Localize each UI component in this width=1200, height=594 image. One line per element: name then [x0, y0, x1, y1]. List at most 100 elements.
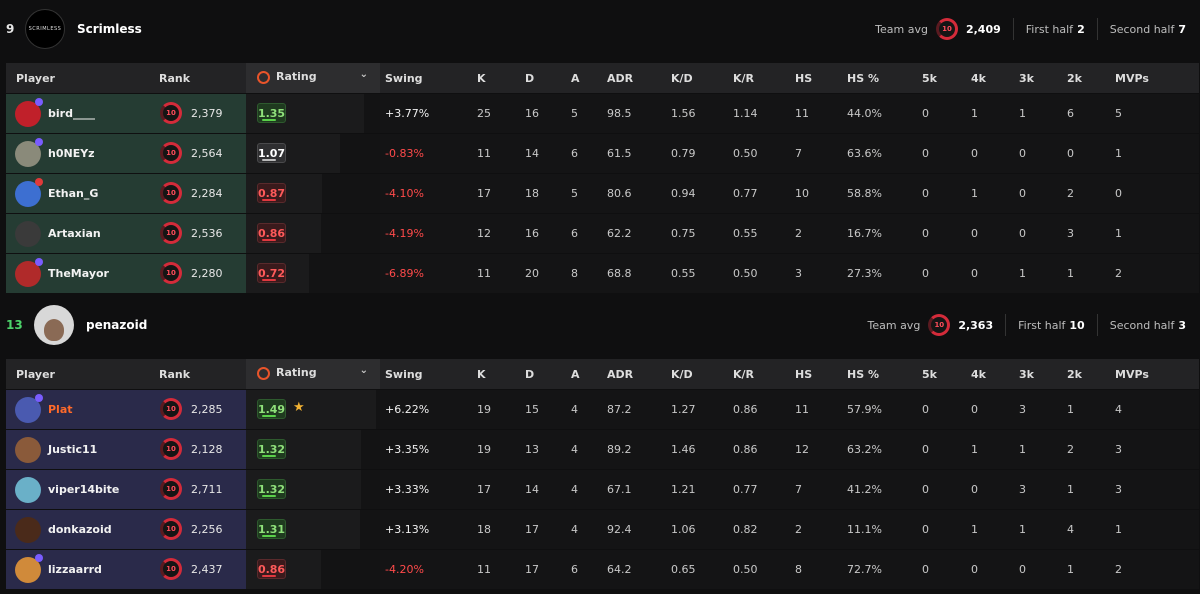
table-row[interactable]: h0NEYz 10 2,564 1.07 -0.83% 11 14 6 61.5 0.79 0.50… [6, 133, 1199, 173]
col-rank[interactable]: Rank [159, 368, 191, 381]
stat-kd: 1.06 [671, 523, 696, 536]
stat-swing: -0.83% [385, 147, 424, 160]
player-name[interactable]: h0NEYz [48, 147, 95, 160]
col-k3[interactable]: 3k [1019, 368, 1034, 381]
team-name[interactable]: penazoid [86, 318, 148, 332]
col-kr[interactable]: K/R [733, 368, 755, 381]
second-half-label: Second half [1109, 318, 1175, 332]
table-row[interactable]: Justic11 10 2,128 1.32 +3.35% 19 13 4 89.2 1.46 0.… [6, 429, 1199, 469]
col-k4[interactable]: 4k [971, 72, 986, 85]
stat-k2: 2 [1067, 443, 1074, 456]
table-row[interactable]: Ethan_G 10 2,284 0.87 -4.10% 17 18 5 80.6 0.94 0.7… [6, 173, 1199, 213]
player-name[interactable]: Artaxian [48, 227, 101, 240]
status-dot-icon [35, 178, 43, 186]
player-cell[interactable]: h0NEYz 10 2,564 [6, 134, 246, 173]
stat-k5: 0 [922, 147, 929, 160]
stat-k: 17 [477, 483, 491, 496]
col-d[interactable]: D [525, 368, 535, 381]
col-a[interactable]: A [571, 72, 580, 85]
col-a[interactable]: A [571, 368, 580, 381]
col-rating-sort[interactable]: Rating ⌄ [246, 359, 380, 389]
rating-underline [262, 535, 276, 537]
col-kd[interactable]: K/D [671, 72, 693, 85]
stat-k5: 0 [922, 483, 929, 496]
player-name[interactable]: bird____ [48, 107, 95, 120]
team-name[interactable]: Scrimless [77, 22, 142, 36]
col-hs-pct[interactable]: HS % [847, 368, 879, 381]
col-d[interactable]: D [525, 72, 535, 85]
table-row[interactable]: lizzaarrd 10 2,437 0.86 -4.20% 11 17 6 64.2 0.65 0… [6, 549, 1199, 589]
col-hs-pct[interactable]: HS % [847, 72, 879, 85]
stat-k2: 4 [1067, 523, 1074, 536]
stat-hs: 2 [795, 523, 802, 536]
avatar[interactable] [15, 221, 41, 247]
player-cell[interactable]: lizzaarrd 10 2,437 [6, 550, 246, 589]
stat-k4: 1 [971, 107, 978, 120]
col-mvps[interactable]: MVPs [1115, 368, 1149, 381]
col-k2[interactable]: 2k [1067, 72, 1082, 85]
col-player[interactable]: Player [16, 72, 55, 85]
player-cell[interactable]: Plat 10 2,285 [6, 390, 246, 429]
col-swing[interactable]: Swing [385, 72, 423, 85]
avatar[interactable] [15, 517, 41, 543]
stat-mvps: 2 [1115, 267, 1122, 280]
player-cell[interactable]: Artaxian 10 2,536 [6, 214, 246, 253]
player-cell[interactable]: Justic11 10 2,128 [6, 430, 246, 469]
col-player[interactable]: Player [16, 368, 55, 381]
table-row[interactable]: Plat 10 2,285 1.49 ★ +6.22% 19 15 4 87.2 1.27 0.86 1… [6, 389, 1199, 429]
player-name[interactable]: donkazoid [48, 523, 112, 536]
col-k3[interactable]: 3k [1019, 72, 1034, 85]
col-rating-sort[interactable]: Rating ⌄ [246, 63, 380, 93]
table-row[interactable]: TheMayor 10 2,280 0.72 -6.89% 11 20 8 68.8 0.55 0.… [6, 253, 1199, 293]
col-kr[interactable]: K/R [733, 72, 755, 85]
col-swing[interactable]: Swing [385, 368, 423, 381]
table-row[interactable]: Artaxian 10 2,536 0.86 -4.19% 12 16 6 62.2 0.75 0.… [6, 213, 1199, 253]
stat-hs: 2 [795, 227, 802, 240]
table-row[interactable]: donkazoid 10 2,256 1.31 +3.13% 18 17 4 92.4 1.06 0… [6, 509, 1199, 549]
player-cell[interactable]: TheMayor 10 2,280 [6, 254, 246, 293]
col-k[interactable]: K [477, 72, 486, 85]
avatar[interactable] [15, 437, 41, 463]
col-k[interactable]: K [477, 368, 486, 381]
avatar[interactable] [15, 477, 41, 503]
stat-kr: 0.77 [733, 187, 758, 200]
stat-kr: 0.55 [733, 227, 758, 240]
col-k2[interactable]: 2k [1067, 368, 1082, 381]
rank-badge-icon: 10 [160, 222, 182, 244]
col-mvps[interactable]: MVPs [1115, 72, 1149, 85]
stats-cell [380, 134, 1199, 173]
player-cell[interactable]: bird____ 10 2,379 [6, 94, 246, 133]
player-name[interactable]: Justic11 [48, 443, 98, 456]
star-icon: ★ [293, 400, 305, 415]
team-logo[interactable] [34, 305, 74, 345]
player-name[interactable]: TheMayor [48, 267, 109, 280]
rank-badge-icon: 10 [160, 102, 182, 124]
col-hs[interactable]: HS [795, 72, 813, 85]
rank-badge-icon: 10 [160, 398, 182, 420]
table-row[interactable]: bird____ 10 2,379 1.35 +3.77% 25 16 5 98.5 1.56 1.… [6, 93, 1199, 133]
player-cell[interactable]: Ethan_G 10 2,284 [6, 174, 246, 213]
col-adr[interactable]: ADR [607, 72, 634, 85]
team-logo[interactable]: SCRIMLESS [25, 9, 65, 49]
col-k4[interactable]: 4k [971, 368, 986, 381]
col-hs[interactable]: HS [795, 368, 813, 381]
col-kd[interactable]: K/D [671, 368, 693, 381]
rating-cell: 1.31 [246, 510, 380, 549]
team-meta: Team avg 10 2,363 First half 10 Second half 3 [868, 314, 1186, 336]
player-name[interactable]: lizzaarrd [48, 563, 102, 576]
rating-underline [262, 415, 276, 417]
player-name[interactable]: viper14bite [48, 483, 120, 496]
player-name[interactable]: Ethan_G [48, 187, 99, 200]
divider [1012, 18, 1014, 40]
col-rank[interactable]: Rank [159, 72, 191, 85]
col-k5[interactable]: 5k [922, 72, 937, 85]
col-adr[interactable]: ADR [607, 368, 634, 381]
player-cell[interactable]: donkazoid 10 2,256 [6, 510, 246, 549]
player-name[interactable]: Plat [48, 403, 73, 416]
col-k5[interactable]: 5k [922, 368, 937, 381]
stat-mvps: 2 [1115, 563, 1122, 576]
player-cell[interactable]: viper14bite 10 2,711 [6, 470, 246, 509]
table-row[interactable]: viper14bite 10 2,711 1.32 +3.33% 17 14 4 67.1 1.2… [6, 469, 1199, 509]
stat-k: 19 [477, 443, 491, 456]
stat-a: 5 [571, 107, 578, 120]
